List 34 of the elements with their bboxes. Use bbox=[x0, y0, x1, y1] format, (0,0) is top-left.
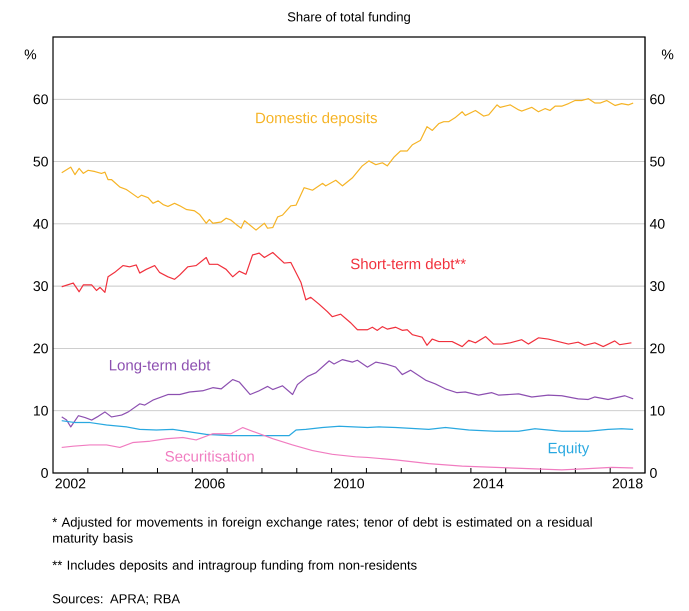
series-label: Equity bbox=[548, 442, 590, 456]
y2-tick-label: 60 bbox=[650, 94, 665, 104]
x-tick-label: 2010 bbox=[334, 478, 364, 488]
y-tick-label: 60 bbox=[34, 94, 48, 104]
x-tick-label: 2006 bbox=[194, 478, 225, 488]
line-series bbox=[61, 426, 634, 470]
y2-tick-label: 0 bbox=[650, 468, 657, 478]
series-label: Long-term debt bbox=[110, 359, 210, 374]
text: ** Includes deposits and intragroup funding from non-residents bbox=[52, 560, 417, 572]
y2-tick-label: 30 bbox=[650, 281, 665, 292]
y-axis-title: % bbox=[24, 50, 36, 60]
y-tick-label: 50 bbox=[33, 156, 48, 167]
line-series bbox=[61, 359, 634, 428]
series-label: Securitisation bbox=[165, 450, 254, 462]
text: Short-term debt** bbox=[350, 258, 466, 270]
y-tick-label: 0 bbox=[41, 468, 48, 478]
y-tick-label: 10 bbox=[34, 406, 48, 416]
text: * Adjusted for movements in foreign exchange rates; tenor of debt is estimated on a residual maturity basis bbox=[52, 517, 592, 546]
x-tick-label: 2014 bbox=[473, 478, 504, 488]
line-series bbox=[61, 252, 632, 348]
x-tick-label: 2018 bbox=[612, 478, 643, 488]
chart-title: Share of total funding bbox=[288, 12, 410, 24]
y2-tick-label: 40 bbox=[650, 218, 665, 229]
x-tick-label: 2002 bbox=[56, 478, 86, 488]
line-series bbox=[61, 98, 634, 231]
y-tick-label: 20 bbox=[34, 343, 48, 354]
y2-axis-title: % bbox=[662, 50, 674, 60]
y2-tick-label: 20 bbox=[650, 343, 665, 354]
y-tick-label: 30 bbox=[33, 281, 48, 292]
y2-tick-label: 10 bbox=[650, 406, 665, 416]
y-tick-label: 40 bbox=[33, 218, 48, 229]
source-note: Sources: APRA; RBA bbox=[52, 594, 180, 605]
text: Domestic deposits bbox=[256, 112, 377, 126]
y2-tick-label: 50 bbox=[650, 156, 665, 167]
